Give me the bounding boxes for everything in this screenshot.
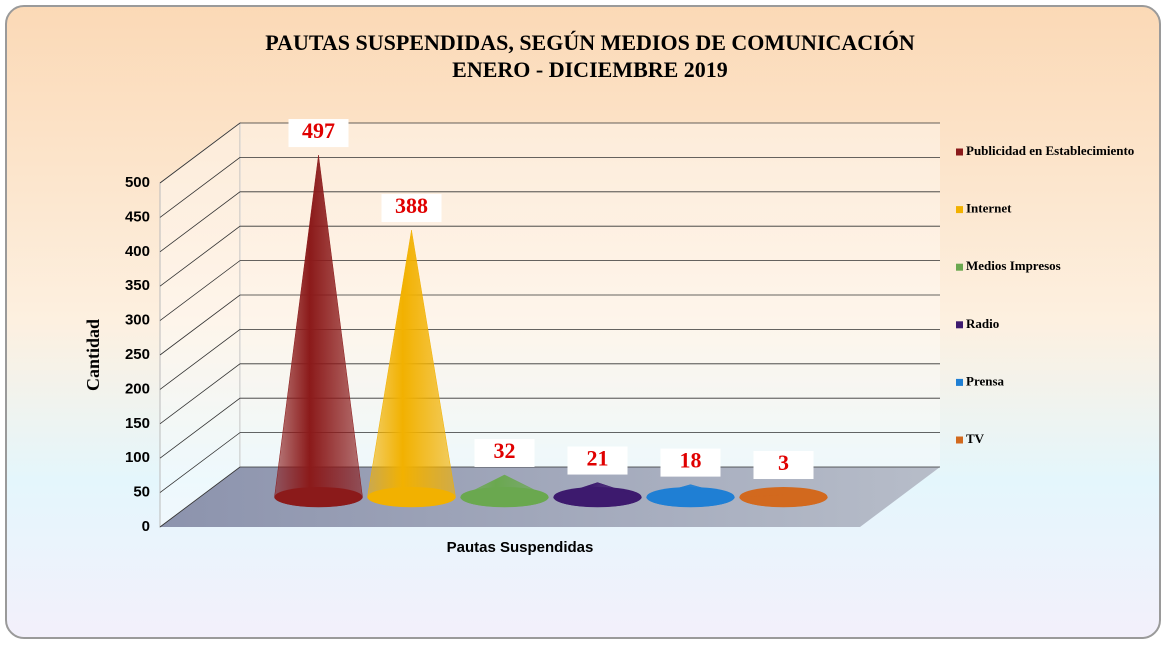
grid-line bbox=[159, 156, 940, 218]
y-tick-label: 50 bbox=[133, 484, 150, 501]
legend-label: Internet bbox=[966, 201, 1012, 216]
data-label-bg bbox=[381, 194, 442, 223]
cone bbox=[553, 482, 642, 508]
data-label: 32 bbox=[494, 438, 516, 463]
y-tick-label: 100 bbox=[125, 449, 150, 466]
legend-swatch bbox=[956, 148, 963, 156]
legend-swatch bbox=[956, 263, 963, 271]
grid-line bbox=[159, 363, 940, 425]
y-tick-label: 0 bbox=[142, 518, 150, 535]
legend-label: Prensa bbox=[966, 373, 1005, 388]
y-tick-label: 150 bbox=[125, 415, 150, 432]
grid-line bbox=[159, 294, 940, 356]
data-label: 18 bbox=[680, 448, 702, 473]
legend-swatch bbox=[956, 321, 963, 329]
legend-swatch bbox=[956, 206, 963, 214]
grid-line bbox=[159, 328, 940, 390]
legend-label: Radio bbox=[966, 316, 999, 331]
data-label-bg bbox=[288, 119, 349, 148]
cone bbox=[460, 474, 549, 508]
data-label: 388 bbox=[395, 193, 428, 218]
grid-line bbox=[159, 122, 940, 184]
grid-line bbox=[159, 432, 940, 493]
legend-label: TV bbox=[966, 431, 985, 446]
y-tick-label: 200 bbox=[125, 380, 150, 397]
data-label-bg bbox=[660, 448, 721, 477]
x-axis-title: Pautas Suspendidas bbox=[447, 539, 594, 556]
grid-line bbox=[159, 225, 940, 287]
cone bbox=[739, 494, 828, 508]
grid-line bbox=[159, 397, 940, 459]
grid-line bbox=[159, 260, 940, 321]
y-tick-label: 450 bbox=[125, 208, 150, 225]
data-label: 497 bbox=[302, 118, 335, 143]
y-tick-label: 300 bbox=[125, 312, 150, 329]
cone bbox=[646, 484, 735, 508]
cone bbox=[274, 155, 363, 508]
y-tick-label: 400 bbox=[125, 243, 150, 260]
data-label-bg bbox=[753, 451, 814, 479]
legend-label: Publicidad en Establecimiento bbox=[966, 143, 1134, 158]
y-tick-label: 500 bbox=[125, 174, 150, 191]
legend-swatch bbox=[956, 378, 963, 386]
data-label: 21 bbox=[587, 446, 609, 471]
grid-line bbox=[159, 191, 940, 253]
data-label-bg bbox=[567, 446, 628, 475]
y-axis-title: Cantidad bbox=[83, 319, 103, 391]
y-tick-label: 250 bbox=[125, 346, 150, 363]
cone bbox=[367, 230, 456, 508]
data-label: 3 bbox=[778, 450, 789, 475]
data-label-bg bbox=[474, 438, 535, 467]
legend-swatch bbox=[956, 436, 963, 444]
chart-title: PAUTAS SUSPENDIDAS, SEGÚN MEDIOS DE COMU… bbox=[265, 30, 915, 55]
chart-subtitle: ENERO - DICIEMBRE 2019 bbox=[452, 57, 728, 82]
y-tick-label: 350 bbox=[125, 277, 150, 294]
legend-label: Medios Impresos bbox=[966, 258, 1061, 273]
